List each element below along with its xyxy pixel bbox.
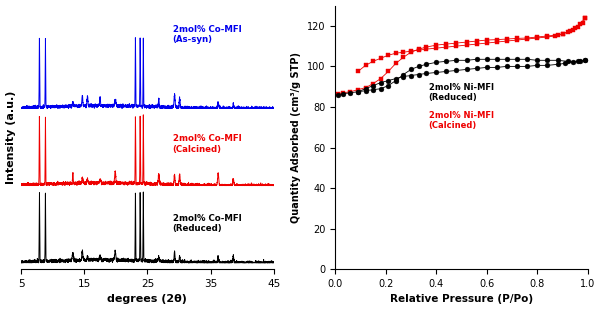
Text: 2mol% Co-MFI
(As-syn): 2mol% Co-MFI (As-syn) bbox=[172, 25, 242, 44]
Text: 2mol% Co-MFI
(Reduced): 2mol% Co-MFI (Reduced) bbox=[172, 214, 242, 233]
Text: 2mol% Co-MFI
(Calcined): 2mol% Co-MFI (Calcined) bbox=[172, 134, 242, 153]
Text: 2mol% Ni-MFI
(Reduced): 2mol% Ni-MFI (Reduced) bbox=[429, 82, 493, 102]
Y-axis label: Quantity Adsorbed (cm³/g STP): Quantity Adsorbed (cm³/g STP) bbox=[291, 52, 302, 223]
X-axis label: Relative Pressure (P/Po): Relative Pressure (P/Po) bbox=[390, 294, 533, 304]
Y-axis label: Intensity (a.u.): Intensity (a.u.) bbox=[5, 91, 16, 184]
Text: 2mol% Ni-MFI
(Calcined): 2mol% Ni-MFI (Calcined) bbox=[429, 111, 493, 131]
X-axis label: degrees (2θ): degrees (2θ) bbox=[108, 294, 188, 304]
